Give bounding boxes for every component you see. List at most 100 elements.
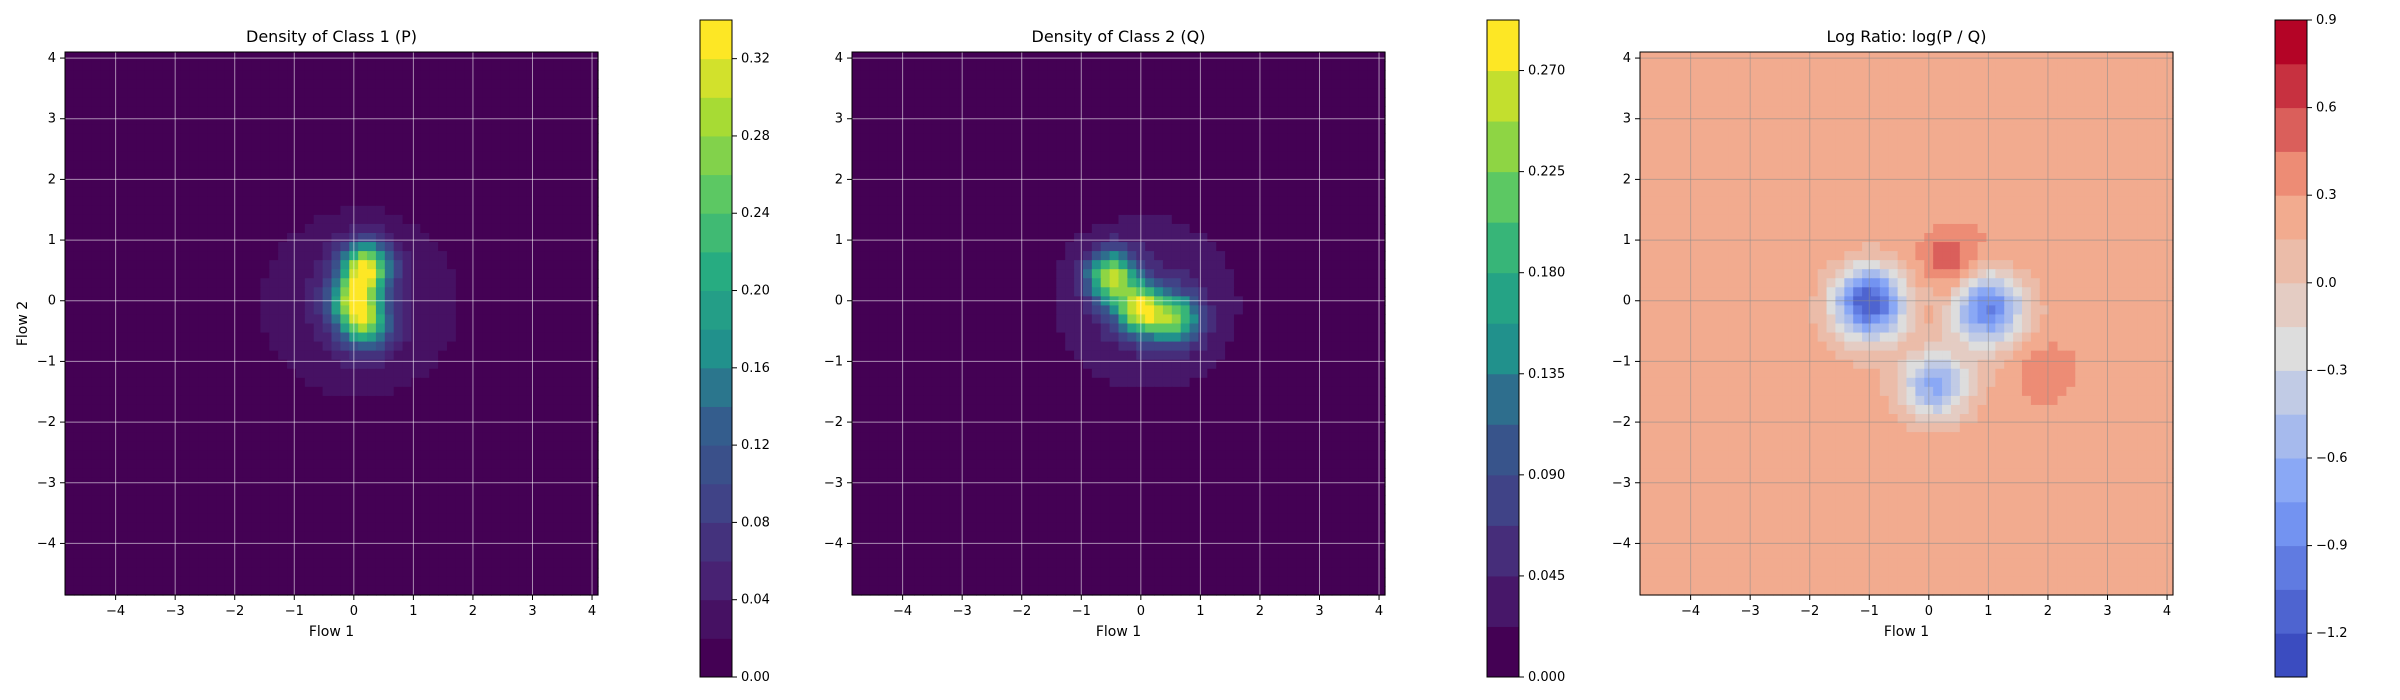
- heatmap-cell: [914, 196, 924, 207]
- heatmap-cell: [1216, 223, 1226, 234]
- heatmap-cell: [144, 61, 155, 71]
- colorbar-tick-label: 0.12: [741, 438, 770, 453]
- heatmap-cell: [233, 359, 244, 370]
- heatmap-cell: [535, 305, 546, 316]
- heatmap-cell: [580, 251, 590, 261]
- heatmap-cell: [1269, 214, 1279, 225]
- heatmap-cell: [464, 486, 475, 497]
- heatmap-cell: [367, 504, 377, 515]
- heatmap-cell: [189, 214, 199, 225]
- heatmap-cell: [278, 540, 288, 551]
- heatmap-cell: [207, 133, 217, 144]
- heatmap-cell: [207, 359, 217, 370]
- heatmap-cell: [162, 205, 173, 216]
- heatmap-cell: [535, 468, 546, 478]
- heatmap-cell: [1251, 196, 1262, 207]
- heatmap-cell: [491, 432, 501, 442]
- heatmap-cell: [1065, 160, 1075, 171]
- heatmap-cell: [446, 196, 457, 207]
- heatmap-cell: [878, 61, 889, 71]
- heatmap-cell: [82, 341, 93, 352]
- heatmap-cell: [562, 341, 572, 352]
- heatmap-cell: [180, 368, 190, 379]
- heatmap-cell: [82, 233, 93, 243]
- heatmap-cell: [446, 106, 457, 116]
- heatmap-cell: [1260, 169, 1271, 180]
- heatmap-cell: [91, 576, 102, 587]
- colorbar-level: [700, 522, 732, 562]
- heatmap-cell: [420, 278, 430, 288]
- heatmap-cell: [171, 187, 182, 198]
- heatmap-cell: [438, 214, 448, 225]
- heatmap-cell: [153, 477, 164, 487]
- heatmap-cell: [1127, 61, 1137, 71]
- heatmap-cell: [340, 395, 350, 406]
- heatmap-cell: [1011, 52, 1022, 62]
- heatmap-cell: [358, 52, 368, 62]
- heatmap-cell: [500, 79, 510, 89]
- heatmap-cell: [562, 52, 572, 62]
- heatmap-cell: [198, 468, 208, 478]
- heatmap-cell: [967, 142, 977, 153]
- heatmap-cell: [571, 242, 581, 252]
- heatmap-cell: [100, 133, 111, 144]
- heatmap-cell: [571, 79, 581, 89]
- heatmap-cell: [1154, 70, 1164, 80]
- heatmap-cell: [278, 414, 288, 424]
- heatmap-cell: [127, 468, 137, 478]
- heatmap-cell: [1340, 115, 1351, 125]
- heatmap-cell: [535, 477, 546, 487]
- heatmap-cell: [1207, 151, 1217, 162]
- heatmap-cell: [358, 169, 368, 180]
- heatmap-cell: [1056, 115, 1066, 125]
- heatmap-cell: [905, 88, 915, 98]
- heatmap-cell: [464, 314, 475, 325]
- heatmap-cell: [260, 305, 270, 316]
- heatmap-cell: [571, 423, 581, 433]
- heatmap-cell: [1216, 187, 1226, 198]
- heatmap-cell: [287, 350, 297, 361]
- heatmap-cell: [985, 160, 995, 171]
- heatmap-cell: [109, 260, 119, 270]
- heatmap-cell: [367, 223, 377, 234]
- heatmap-cell: [207, 196, 217, 207]
- heatmap-cell: [1207, 79, 1217, 89]
- heatmap-cell: [589, 115, 599, 125]
- heatmap-cell: [1278, 88, 1288, 98]
- heatmap-cell: [224, 459, 235, 469]
- heatmap-cell: [1331, 106, 1342, 116]
- heatmap-cell: [1322, 61, 1333, 71]
- heatmap-cell: [1100, 106, 1111, 116]
- heatmap-cell: [136, 377, 146, 388]
- heatmap-cell: [411, 115, 421, 125]
- heatmap-cell: [1145, 178, 1155, 189]
- heatmap-cell: [127, 368, 137, 379]
- heatmap-cell: [1056, 178, 1066, 189]
- heatmap-cell: [189, 522, 199, 533]
- heatmap-cell: [242, 567, 253, 578]
- heatmap-cell: [500, 133, 510, 144]
- heatmap-cell: [491, 97, 501, 107]
- heatmap-cell: [73, 549, 84, 560]
- heatmap-cell: [1225, 106, 1235, 116]
- heatmap-cell: [438, 278, 448, 288]
- heatmap-cell: [1198, 187, 1208, 198]
- heatmap-cell: [109, 404, 119, 415]
- heatmap-cell: [429, 477, 439, 487]
- heatmap-cell: [367, 88, 377, 98]
- heatmap-cell: [118, 522, 128, 533]
- heatmap-cell: [1376, 151, 1386, 162]
- heatmap-cell: [171, 395, 182, 406]
- heatmap-cell: [127, 214, 137, 225]
- heatmap-cell: [73, 223, 84, 234]
- heatmap-cell: [949, 196, 960, 207]
- heatmap-cell: [553, 260, 564, 270]
- heatmap-cell: [136, 205, 146, 216]
- heatmap-cell: [411, 287, 421, 297]
- heatmap-cell: [994, 205, 1004, 216]
- heatmap-cell: [224, 187, 235, 198]
- heatmap-cell: [375, 359, 386, 370]
- heatmap-cell: [82, 223, 93, 234]
- heatmap-cell: [860, 133, 871, 144]
- heatmap-cell: [100, 160, 111, 171]
